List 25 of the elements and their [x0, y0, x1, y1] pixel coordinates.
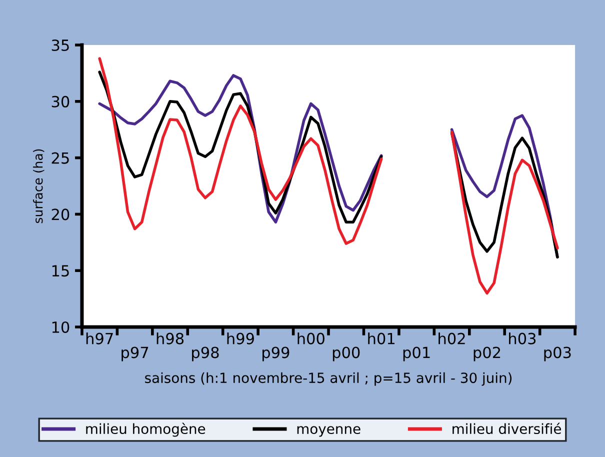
x-tick-label: h01	[368, 332, 394, 344]
x-tick-label: h00	[298, 332, 324, 344]
x-tick-label: h03	[509, 332, 536, 344]
x-tick-label: h02	[438, 332, 465, 344]
x-tick-label: p99	[262, 346, 290, 362]
y-tick-label: 25	[52, 152, 69, 164]
y-tick-label: 10	[52, 321, 70, 334]
y-tick-label: 20	[52, 208, 70, 220]
y-axis-title: surface (ha)	[33, 149, 44, 224]
y-tick-label: 30	[52, 96, 70, 108]
x-tick-label: h97	[86, 332, 113, 344]
x-tick-label: p00	[332, 346, 360, 362]
x-tick-label: p98	[192, 346, 219, 362]
x-axis-title: saisons (h:1 novembre-15 avril ; p=15 avril - 30 juin)	[145, 372, 512, 386]
x-tick-label: p03	[544, 346, 571, 362]
y-tick-label: 15	[52, 265, 69, 277]
x-tick-label: h99	[227, 332, 254, 344]
x-tick-label: p02	[474, 346, 500, 362]
legend-label: moyenne	[297, 426, 360, 437]
x-tick-label: p01	[403, 346, 430, 362]
x-tick-label: p97	[122, 346, 148, 362]
legend-label: milieu homogène	[86, 422, 206, 437]
y-tick-label: 35	[52, 39, 69, 52]
legend-label: milieu diversifié	[452, 422, 561, 434]
x-tick-label: h98	[156, 332, 184, 344]
